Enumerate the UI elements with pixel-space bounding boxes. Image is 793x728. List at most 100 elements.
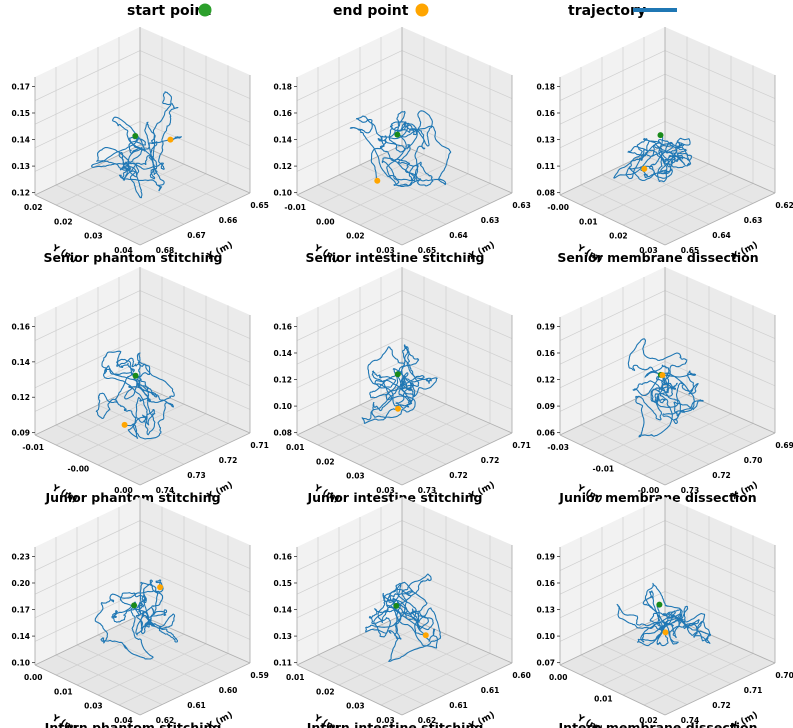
grid-line [580,394,688,446]
y-tick-label: -0.03 [547,443,569,452]
panel-junior-intestine-stitching: 0.08 0.10 0.12 0.14 0.16 0.01 0.02 0.03 0.03 0.71… [273,267,531,505]
z-tick-label: 0.10 [273,402,292,411]
z-tick-label: 0.17 [11,606,30,615]
grid-line [55,654,163,705]
box-edge [34,664,141,716]
grid-line [296,290,403,341]
grid-line [559,313,666,365]
grid-line [34,97,141,149]
box-edge [139,384,251,434]
grid-line [76,644,185,695]
box-edge [139,662,251,716]
panel-title: Intern phantom stitching [45,720,222,728]
y-tick-label: 0.04 [114,716,133,725]
box-edge [401,384,513,434]
box-edge [296,194,403,246]
grid-line [401,337,513,387]
z-tick-label: 0.11 [273,659,292,668]
grid-line [664,73,776,123]
z-tick-label: 0.19 [536,322,555,331]
z-tick-label: 0.16 [536,579,555,588]
grid-lines [296,276,513,476]
grid-line [401,567,513,617]
grid-line [338,163,447,216]
grid-line [97,164,207,215]
box-edge [664,384,776,434]
y-tick-label: 0.03 [376,246,395,255]
grid-line [34,361,141,412]
grid-lines [296,36,513,236]
grid-line [601,403,710,456]
x-tick-label: 0.61 [481,686,500,695]
x-tick-label: 0.72 [712,701,731,710]
x-tick-label: 0.63 [512,201,531,210]
grid-line [139,520,251,569]
grid-line [139,543,251,593]
pane-right [665,267,775,433]
grid-line [559,543,666,595]
y-tick-label: 0.04 [114,246,133,255]
grid-line [559,73,666,125]
z-tick-label: 0.08 [273,429,292,438]
grid-line [34,567,141,619]
grid-lines [34,36,251,236]
grid-line [580,424,688,475]
box-edge [139,144,251,194]
y-tick-label: 0.00 [549,673,568,682]
end-point-marker [662,629,669,636]
z-tick-label: 0.10 [273,189,292,198]
end-point-marker [395,405,401,412]
z-tick-label: 0.11 [536,162,555,171]
panel-senior-phantom-stitching: 0.12 0.13 0.14 0.15 0.17 0.02 0.02 0.03 0.04 0.65… [11,27,269,265]
grid-line [401,97,513,147]
x-tick-label: 0.61 [187,701,206,710]
start-point-marker [132,372,139,379]
pane-right [140,27,250,193]
x-tick-label: 0.69 [775,441,793,450]
box-edge [559,614,666,666]
x-tick-label: 0.73 [418,486,437,495]
grid-line [359,173,469,226]
panel-intern-phantom-stitching: 0.10 0.14 0.17 0.20 0.23 0.00 0.01 0.03 0.04 0.59… [11,497,269,728]
grid-line [296,97,403,149]
grid-line [664,290,776,339]
grid-line [664,361,776,410]
grid-line [601,174,710,225]
box-edge [559,434,666,486]
x-tick-label: 0.65 [418,246,437,255]
start-point-marker [393,602,400,609]
grid-line [401,543,513,593]
z-tick-label: 0.20 [11,579,30,588]
grid-line [34,290,141,341]
y-tick-label: 0.03 [84,702,103,711]
grid-line [601,163,710,216]
z-tick-label: 0.12 [11,189,30,198]
grid-line [601,644,710,695]
x-tick-label: 0.63 [481,216,500,225]
grid-line [359,413,469,466]
x-tick-label: 0.71 [512,441,531,450]
z-tick-label: 0.16 [11,322,30,331]
z-tick-label: 0.13 [536,606,555,615]
pane-right [665,497,775,663]
grid-line [559,591,666,642]
z-tick-label: 0.09 [11,429,30,438]
x-tick-label: 0.71 [250,441,269,450]
z-tick-label: 0.14 [11,136,30,145]
grid-line [622,404,732,455]
z-tick-label: 0.14 [273,136,292,145]
box-edge [139,614,251,664]
grid-line [97,634,207,685]
box-edge [559,384,666,436]
box-edge [296,614,403,666]
x-tick-label: 0.59 [250,671,269,680]
panel-title: Senior intestine stitching [306,250,485,265]
x-tick-label: 0.74 [681,716,700,725]
grid-line [559,97,666,149]
z-tick-label: 0.13 [536,136,555,145]
grid-line [580,184,688,235]
y-tick-label: -0.00 [638,486,660,495]
box-edge [401,192,513,246]
grid-line [664,543,776,593]
